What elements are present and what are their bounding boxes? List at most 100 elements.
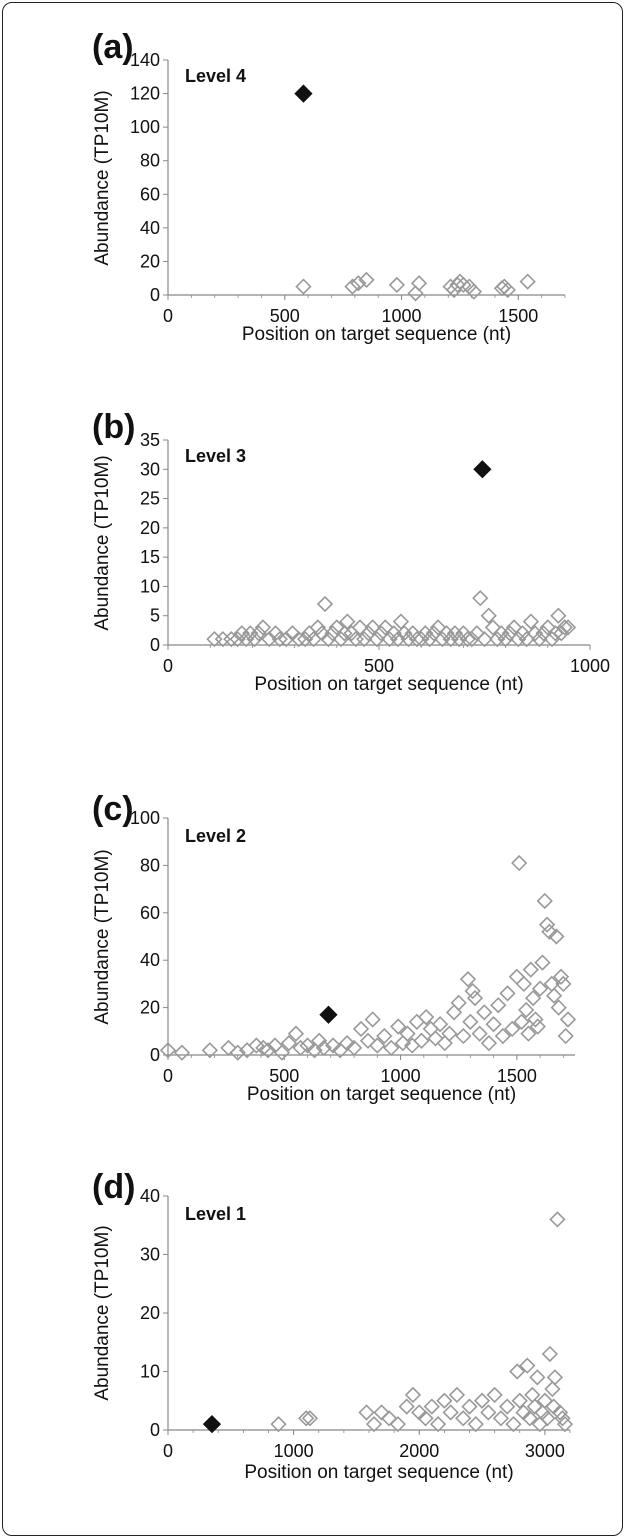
data-point xyxy=(201,1042,218,1059)
data-point xyxy=(522,613,540,630)
data-point xyxy=(511,854,528,872)
data-point xyxy=(467,1416,484,1433)
data-point xyxy=(259,1042,277,1059)
y-tick-label: 100 xyxy=(130,808,160,828)
y-tick-label: 100 xyxy=(130,117,160,137)
x-tick-label: 500 xyxy=(270,306,300,326)
x-tick-label: 500 xyxy=(269,1066,299,1086)
data-point xyxy=(519,273,536,290)
data-point xyxy=(392,613,410,630)
data-point xyxy=(557,1027,574,1045)
data-point xyxy=(539,619,556,636)
data-point xyxy=(509,1363,526,1380)
data-point xyxy=(556,1416,574,1433)
data-point xyxy=(480,1035,498,1052)
data-point xyxy=(372,625,390,642)
data-point xyxy=(526,1398,543,1415)
data-point xyxy=(508,968,525,985)
x-axis-title: Position on target sequence (nt) xyxy=(247,1084,516,1105)
data-point xyxy=(229,1044,246,1061)
data-point xyxy=(465,283,483,300)
data-point xyxy=(173,1044,191,1061)
y-axis-title: Abundance (TP10M) xyxy=(92,849,113,1024)
data-point xyxy=(497,631,514,648)
data-point xyxy=(407,285,424,302)
data-point xyxy=(462,1013,479,1030)
data-point xyxy=(410,275,428,292)
data-point xyxy=(455,276,472,294)
data-point xyxy=(505,1416,522,1433)
data-point xyxy=(472,590,489,607)
data-point xyxy=(450,994,467,1011)
y-tick-label: 5 xyxy=(150,606,160,626)
x-tick-label: 1000 xyxy=(381,1066,421,1086)
data-point xyxy=(445,1004,463,1021)
y-tick-label: 40 xyxy=(140,1186,160,1206)
data-point xyxy=(459,971,477,988)
data-point xyxy=(423,1398,440,1415)
data-point xyxy=(531,980,549,997)
x-tick-label: 1000 xyxy=(570,656,610,676)
x-tick-label: 500 xyxy=(364,656,394,676)
data-point xyxy=(360,625,377,642)
data-point xyxy=(270,1416,287,1433)
data-point xyxy=(524,1386,541,1404)
data-point xyxy=(359,1032,377,1049)
y-tick-label: 30 xyxy=(140,459,160,479)
data-point xyxy=(413,1032,430,1049)
data-point xyxy=(388,276,405,294)
data-point xyxy=(484,619,502,636)
y-tick-label: 0 xyxy=(150,1420,160,1440)
data-point xyxy=(369,1037,386,1054)
y-tick-label: 0 xyxy=(150,635,160,655)
level-label: Level 3 xyxy=(185,446,246,466)
data-point xyxy=(336,625,353,642)
level-label: Level 2 xyxy=(185,826,246,846)
data-point xyxy=(159,1042,177,1059)
x-tick-label: 1500 xyxy=(497,1066,537,1086)
data-point xyxy=(552,968,570,985)
x-tick-label: 3000 xyxy=(525,1441,565,1461)
data-point xyxy=(551,1404,569,1421)
data-point xyxy=(383,1039,400,1057)
y-tick-label: 140 xyxy=(130,50,160,70)
y-tick-label: 20 xyxy=(140,518,160,538)
data-point xyxy=(377,619,394,636)
y-tick-label: 15 xyxy=(140,547,160,567)
x-tick-label: 1500 xyxy=(498,306,538,326)
data-point xyxy=(280,1035,298,1052)
data-point xyxy=(271,631,288,648)
data-point xyxy=(261,631,278,648)
data-point xyxy=(324,625,341,642)
y-axis-title: Abundance (TP10M) xyxy=(92,455,113,630)
data-point xyxy=(504,1020,521,1038)
data-point xyxy=(254,619,272,636)
data-point xyxy=(315,1039,332,1057)
data-point xyxy=(468,625,486,642)
x-tick-label: 0 xyxy=(163,1441,173,1461)
data-point xyxy=(556,619,573,636)
data-point xyxy=(316,595,334,613)
data-point xyxy=(389,631,407,648)
y-tick-label: 40 xyxy=(140,218,160,238)
y-tick-label: 120 xyxy=(130,84,160,104)
data-point xyxy=(417,1410,434,1427)
data-point xyxy=(427,1030,444,1047)
data-point xyxy=(332,631,350,648)
data-point xyxy=(518,1001,535,1019)
data-point xyxy=(328,619,345,636)
panel-label: (c) xyxy=(92,790,134,828)
y-tick-label: 10 xyxy=(140,576,160,596)
data-point xyxy=(442,1404,459,1421)
x-tick-label: 2000 xyxy=(399,1441,439,1461)
y-tick-label: 60 xyxy=(140,184,160,204)
y-tick-label: 20 xyxy=(140,251,160,271)
data-point xyxy=(520,1025,537,1042)
data-point xyxy=(501,625,518,642)
data-point xyxy=(548,928,565,945)
data-point xyxy=(554,1410,571,1427)
data-point xyxy=(290,631,307,648)
data-point xyxy=(436,1392,453,1409)
data-point xyxy=(455,625,472,642)
